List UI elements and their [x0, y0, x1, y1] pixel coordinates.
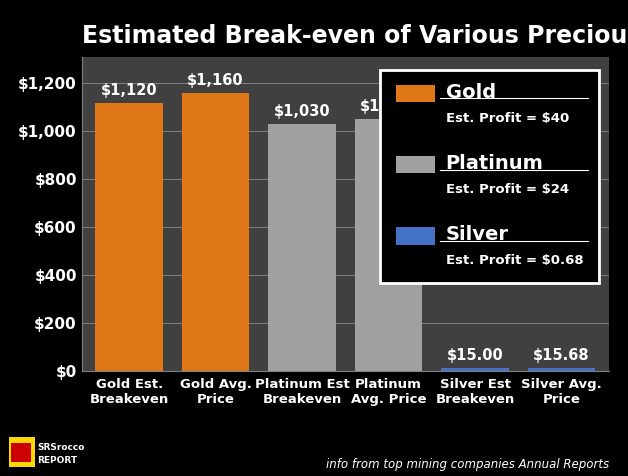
Bar: [528, 367, 595, 371]
Text: Gold: Gold: [446, 82, 495, 101]
Text: $1,160: $1,160: [187, 73, 244, 88]
Bar: [9, 437, 35, 467]
Text: REPORT: REPORT: [37, 456, 77, 465]
Text: $1,054: $1,054: [360, 99, 417, 114]
Text: Platinum: Platinum: [446, 154, 543, 173]
Bar: [182, 93, 249, 371]
Bar: [11, 443, 31, 462]
Text: Est. Profit = $24: Est. Profit = $24: [446, 183, 569, 196]
Text: Est. Profit = $40: Est. Profit = $40: [446, 111, 569, 125]
Text: $1,120: $1,120: [101, 83, 158, 98]
Bar: [441, 367, 509, 371]
Text: info from top mining companies Annual Reports: info from top mining companies Annual Re…: [326, 458, 609, 471]
Text: Estimated Break-even of Various Precious Metals: Estimated Break-even of Various Precious…: [82, 24, 628, 48]
Bar: [396, 228, 435, 245]
Text: Silver: Silver: [446, 225, 509, 244]
Text: $15.00: $15.00: [447, 348, 504, 363]
Bar: [355, 119, 423, 371]
Bar: [268, 124, 336, 371]
Text: $15.68: $15.68: [533, 348, 590, 363]
Bar: [396, 156, 435, 173]
Text: $1,030: $1,030: [274, 104, 330, 119]
Text: Est. Profit = $0.68: Est. Profit = $0.68: [446, 254, 583, 267]
FancyBboxPatch shape: [380, 69, 598, 283]
Bar: [95, 103, 163, 371]
Bar: [396, 85, 435, 102]
Text: SRSrocco: SRSrocco: [37, 443, 85, 452]
